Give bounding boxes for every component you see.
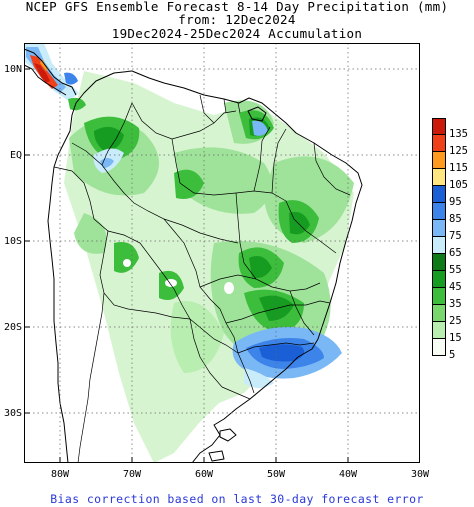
legend-label: 135 [449,128,468,140]
legend-label: 105 [449,179,468,191]
legend-entry: 105 [432,169,474,191]
legend-label: 5 [449,349,456,361]
legend-swatch [432,203,446,220]
legend-swatch [432,305,446,322]
legend-swatch [432,135,446,152]
legend-label: 115 [449,162,468,174]
legend-entry: 25 [432,305,474,327]
legend-label: 95 [449,196,462,208]
legend-entry: 55 [432,254,474,276]
legend-label: 55 [449,264,462,276]
legend-entry: 15 [432,322,474,344]
legend-swatch [432,220,446,237]
legend-entry: 5 [432,339,474,361]
legend-entry: 95 [432,186,474,208]
legend-entry: 35 [432,288,474,310]
legend-entry: 65 [432,237,474,259]
legend-swatch [432,152,446,169]
legend-swatch [432,288,446,305]
legend-entry: 45 [432,271,474,293]
legend-entry: 85 [432,203,474,225]
country-borders [53,94,351,463]
legend-swatch [432,237,446,254]
lat-lon-grid [24,43,420,463]
bias-correction-note: Bias correction based on last 30-day for… [50,492,424,506]
precip-shading [24,43,354,463]
x-tick-label: 40W [338,469,358,480]
y-tick-label: EQ [9,150,22,161]
legend-label: 25 [449,315,462,327]
x-tick-label: 30W [410,469,430,480]
legend-swatch [432,186,446,203]
x-tick-label: 50W [266,469,286,480]
legend-swatch [432,169,446,186]
y-tick-label: 10N [3,64,22,75]
x-tick-label: 70W [122,469,142,480]
legend-entry: 115 [432,152,474,174]
legend-entry: 135 [432,118,474,140]
y-tick-label: 20S [3,322,22,333]
legend-entry: 125 [432,135,474,157]
legend-swatch [432,118,446,135]
precipitation-map [24,43,420,463]
map-title-line-2: from: 12Dec2024 [178,12,296,27]
legend-label: 85 [449,213,462,225]
map-title-line-1: NCEP GFS Ensemble Forecast 8-14 Day Prec… [25,0,449,14]
precipitation-legend: 135 125 115 105 95 85 75 65 55 45 35 25 15 5 [432,118,474,390]
x-tick-label: 80W [50,469,70,480]
legend-swatch [432,271,446,288]
legend-label: 35 [449,298,462,310]
coastlines [24,48,363,463]
legend-swatch [432,322,446,339]
map-border [24,43,420,463]
x-tick-label: 60W [194,469,214,480]
map-title-line-3: 19Dec2024-25Dec2024 Accumulation [111,26,363,41]
legend-label: 15 [449,332,462,344]
legend-swatch [432,254,446,271]
y-tick-label: 10S [3,236,22,247]
legend-label: 65 [449,247,462,259]
legend-label: 75 [449,230,462,242]
legend-swatch [432,339,446,356]
y-tick-label: 30S [3,408,22,419]
legend-label: 45 [449,281,462,293]
legend-entry: 75 [432,220,474,242]
legend-label: 125 [449,145,468,157]
